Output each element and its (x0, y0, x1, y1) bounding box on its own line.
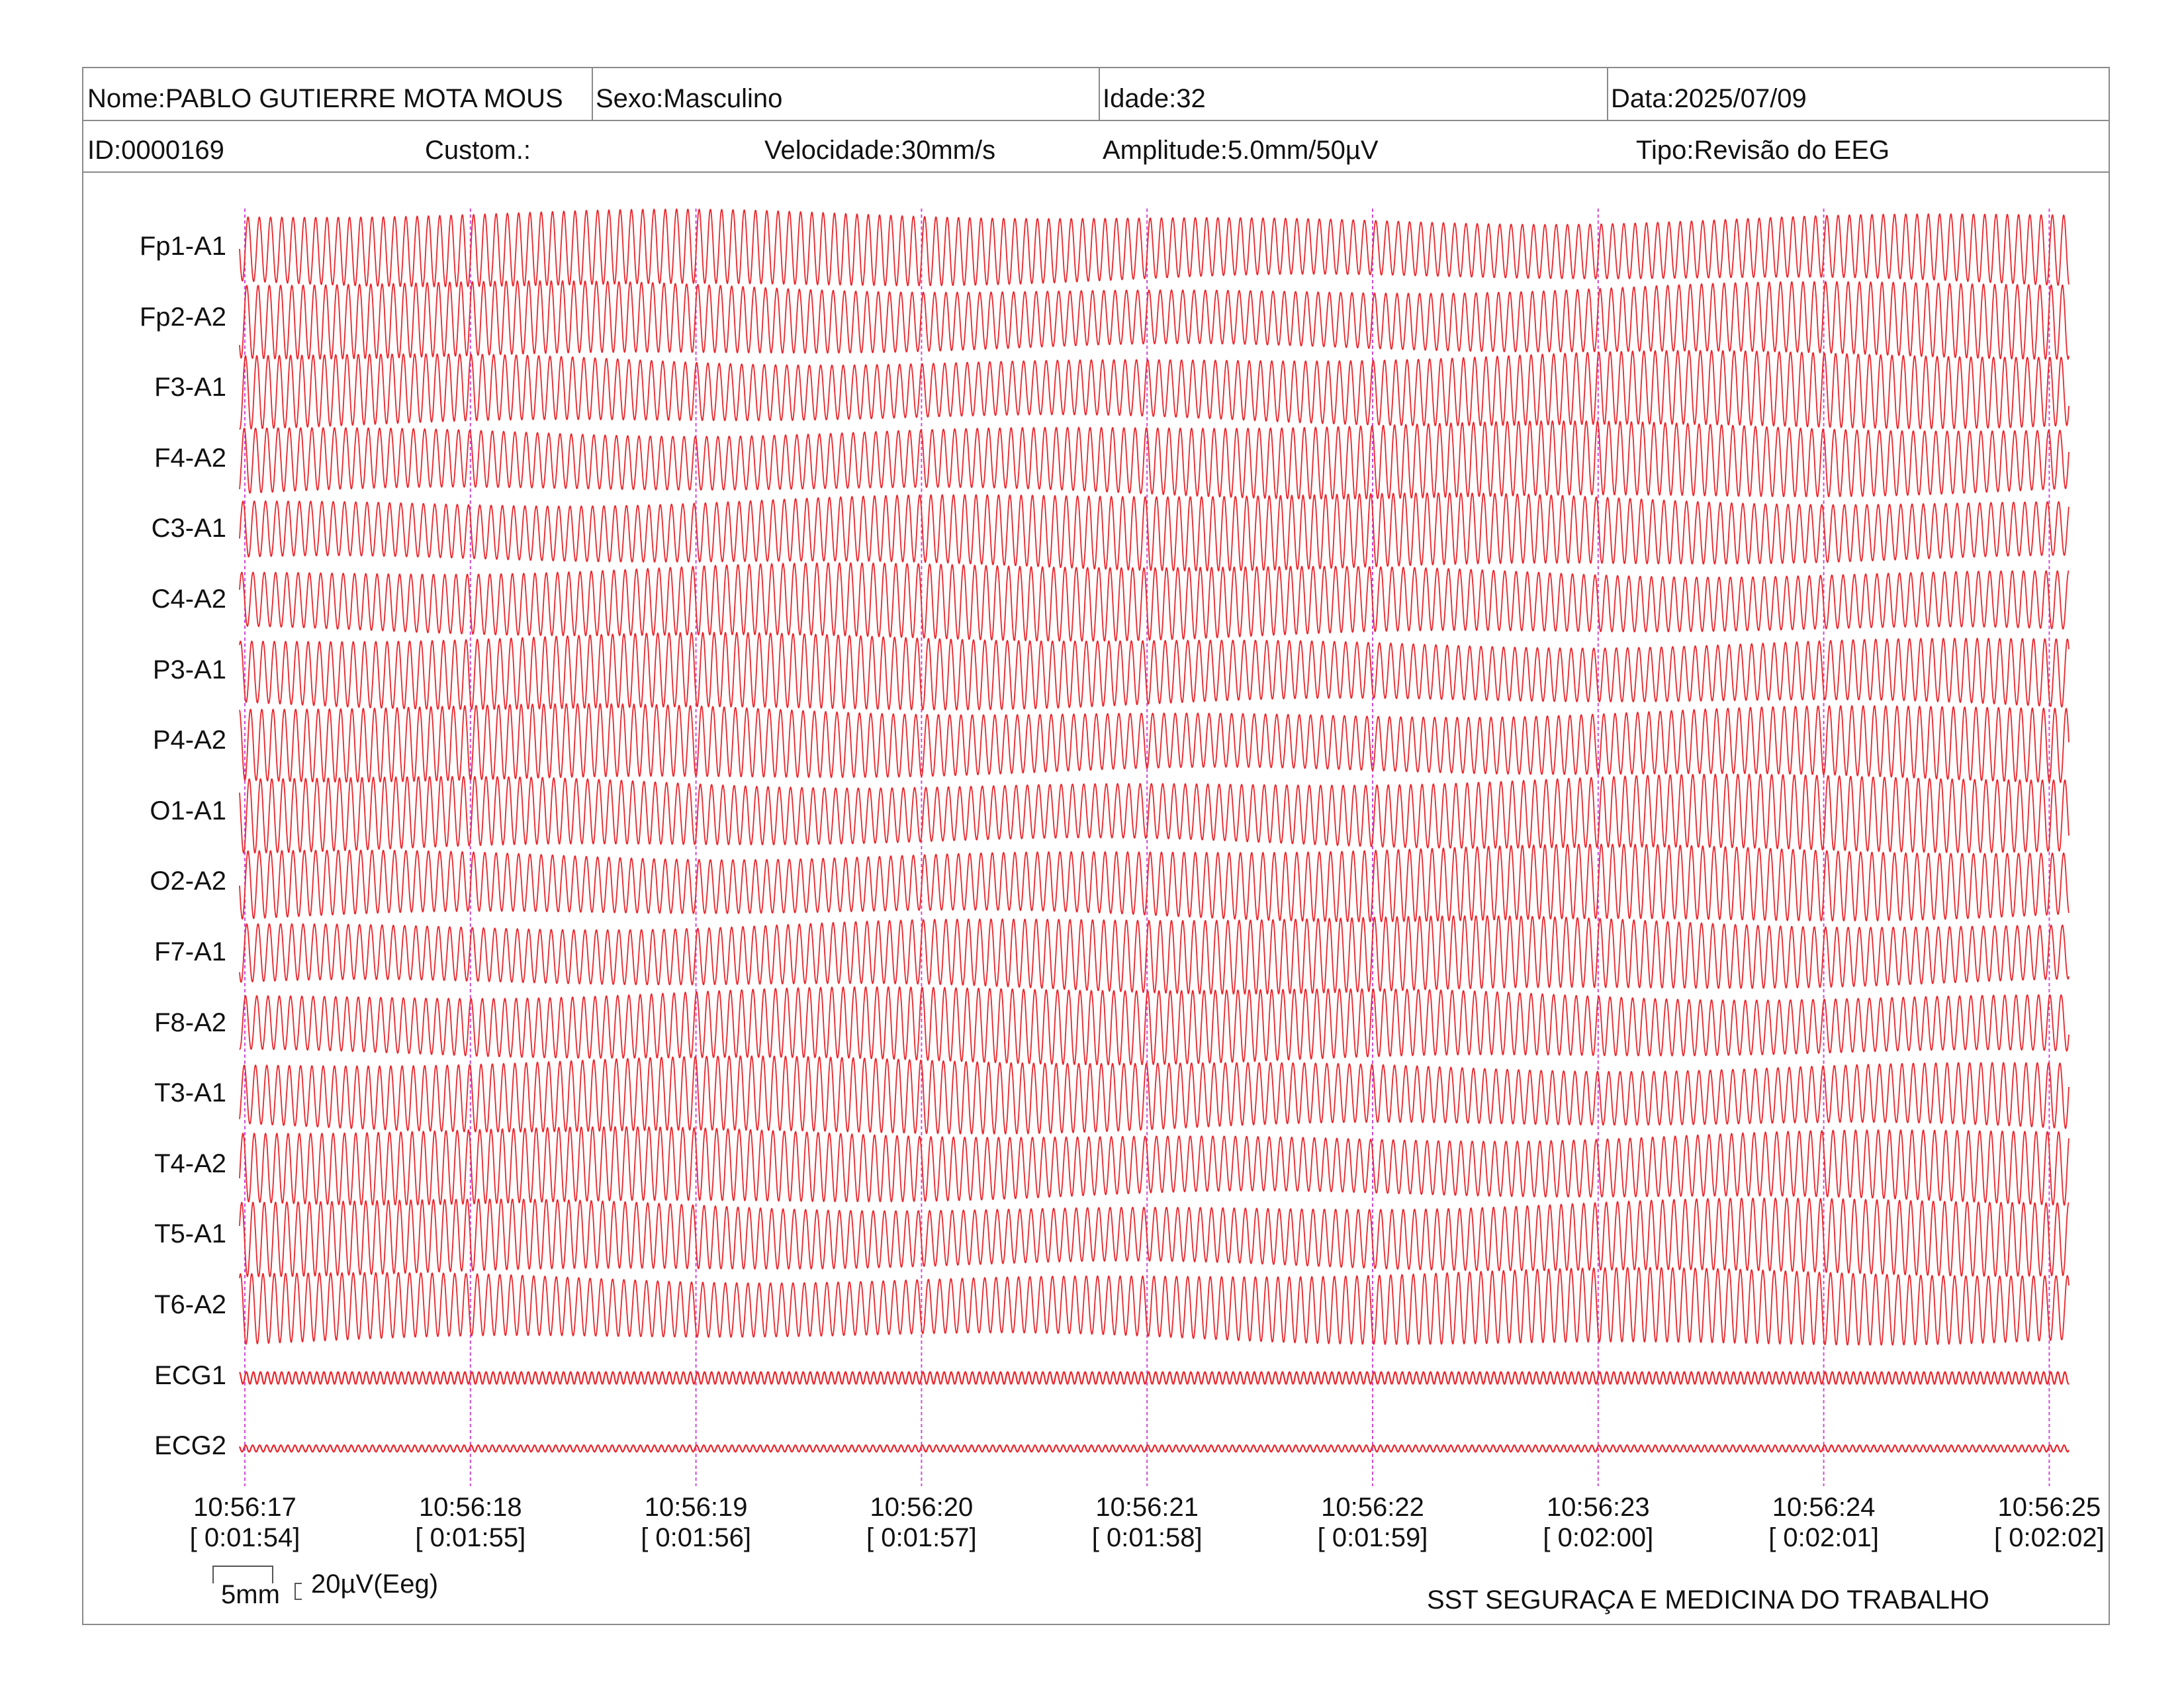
time-elapsed-label: [ 0:01:56] (641, 1523, 751, 1552)
custom-field: Custom.: (425, 136, 531, 165)
waveform-t5-a1 (239, 1197, 2070, 1278)
channel-label: Fp1-A1 (139, 232, 226, 261)
channel-label: F4-A2 (154, 443, 226, 473)
waveform-o2-a2 (239, 843, 2070, 923)
time-scale-label: 5mm (221, 1580, 280, 1609)
header-col-sep-2 (1099, 67, 1100, 120)
time-clock-label: 10:56:25 (1997, 1493, 2101, 1522)
report-frame (82, 67, 2110, 1625)
waveform-ecg1 (239, 1371, 2070, 1385)
header-divider-1 (82, 120, 2110, 121)
channel-label: T5-A1 (154, 1219, 226, 1249)
time-clock-label: 10:56:22 (1321, 1493, 1424, 1522)
waveform-p3-a1 (239, 632, 2070, 711)
time-elapsed-label: [ 0:01:58] (1091, 1523, 1203, 1552)
waveform-c4-a2 (239, 562, 2070, 642)
patient-age: Idade:32 (1103, 84, 1206, 113)
waveform-t3-a1 (239, 1055, 2070, 1135)
channel-label: T4-A2 (154, 1149, 226, 1178)
time-clock-label: 10:56:23 (1546, 1493, 1650, 1522)
channel-label: T6-A2 (154, 1290, 226, 1319)
clinic-name: SST SEGURAÇA E MEDICINA DO TRABALHO (1427, 1585, 1989, 1615)
channel-label: T3-A1 (154, 1078, 226, 1108)
time-elapsed-label: [ 0:01:59] (1317, 1523, 1428, 1552)
patient-id: ID:0000169 (87, 136, 224, 165)
waveform-t6-a2 (239, 1266, 2070, 1346)
time-elapsed-label: [ 0:01:57] (866, 1523, 977, 1552)
time-elapsed-label: [ 0:02:02] (1993, 1523, 2105, 1552)
waveform-ecg2 (238, 1444, 2070, 1453)
time-clock-label: 10:56:19 (644, 1493, 748, 1522)
channel-label: C3-A1 (151, 514, 226, 543)
scale-bar-icon (212, 1566, 302, 1600)
channel-label: O2-A2 (150, 867, 226, 896)
exam-type: Tipo:Revisão do EEG (1636, 136, 1890, 165)
waveform-fp1-a1 (239, 208, 2070, 288)
channel-label: F7-A1 (154, 937, 226, 966)
channel-label: P4-A2 (152, 726, 226, 755)
patient-name: Nome:PABLO GUTIERRE MOTA MOUS (87, 84, 563, 113)
channel-label: ECG2 (154, 1431, 226, 1461)
header-divider-2 (82, 171, 2110, 173)
channel-label: F3-A1 (154, 373, 226, 402)
header-col-sep-1 (592, 67, 593, 120)
channel-label: F8-A2 (154, 1008, 226, 1037)
time-clock-label: 10:56:24 (1772, 1493, 1876, 1522)
waveform-o1-a1 (239, 773, 2070, 854)
amplitude-setting: Amplitude:5.0mm/50µV (1103, 136, 1379, 165)
waveform-f7-a1 (239, 915, 2070, 995)
paper-speed: Velocidade:30mm/s (764, 136, 996, 165)
patient-sex: Sexo:Masculino (596, 84, 783, 113)
time-elapsed-label: [ 0:02:00] (1543, 1523, 1654, 1552)
waveform-f4-a2 (239, 420, 2070, 500)
channel-label: Fp2-A2 (139, 302, 226, 332)
amplitude-scale-label: 20µV(Eeg) (311, 1570, 439, 1599)
time-clock-label: 10:56:21 (1095, 1493, 1199, 1522)
header-col-sep-3 (1607, 67, 1608, 120)
waveform-fp2-a2 (239, 279, 2070, 360)
waveform-c3-a1 (239, 492, 2070, 572)
time-clock-label: 10:56:17 (193, 1493, 296, 1522)
waveform-f3-a1 (239, 350, 2070, 430)
time-elapsed-label: [ 0:01:55] (415, 1523, 526, 1552)
time-elapsed-label: [ 0:02:01] (1768, 1523, 1879, 1552)
channel-label: ECG1 (154, 1360, 226, 1390)
channel-label: O1-A1 (150, 796, 226, 825)
time-clock-label: 10:56:18 (418, 1493, 522, 1522)
time-clock-label: 10:56:20 (870, 1493, 974, 1522)
channel-label: P3-A1 (152, 655, 226, 684)
channel-label: C4-A2 (151, 585, 226, 614)
waveform-f8-a2 (239, 986, 2070, 1066)
waveform-t4-a2 (239, 1125, 2070, 1206)
waveform-p4-a2 (239, 702, 2070, 784)
exam-date: Data:2025/07/09 (1611, 84, 1807, 113)
time-elapsed-label: [ 0:01:54] (189, 1523, 300, 1552)
